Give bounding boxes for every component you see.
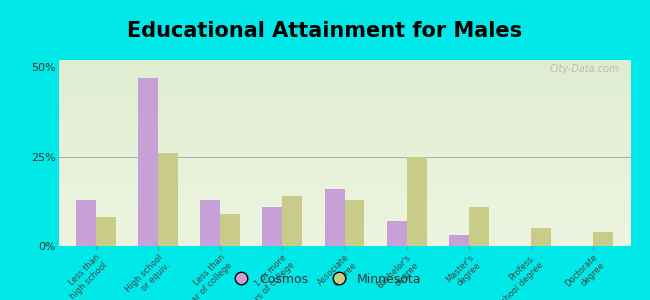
Bar	[200, 200, 220, 246]
Bar	[344, 200, 365, 246]
Text: Educational Attainment for Males: Educational Attainment for Males	[127, 21, 523, 41]
Bar	[449, 235, 469, 246]
Bar	[387, 221, 407, 246]
Bar	[158, 153, 178, 246]
Bar	[531, 228, 551, 246]
Text: City-Data.com: City-Data.com	[549, 64, 619, 74]
Bar	[324, 189, 345, 246]
Bar	[469, 207, 489, 246]
Bar	[76, 200, 96, 246]
Legend: Cosmos, Minnesota: Cosmos, Minnesota	[224, 268, 426, 291]
Bar	[96, 218, 116, 246]
Bar	[263, 207, 282, 246]
Bar	[407, 157, 426, 246]
Bar	[220, 214, 240, 246]
Bar	[593, 232, 613, 246]
Bar	[138, 78, 158, 246]
Bar	[282, 196, 302, 246]
